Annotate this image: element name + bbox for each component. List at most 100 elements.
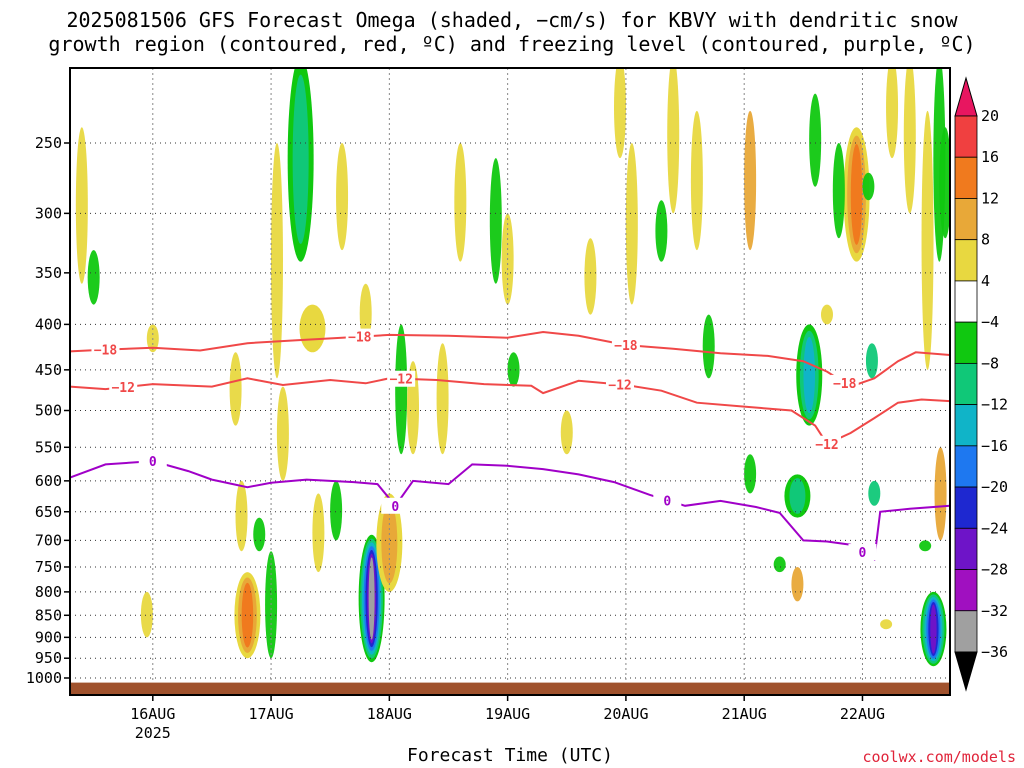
omega-patch-21 (560, 410, 573, 455)
y-tick-label-700: 700 (35, 531, 62, 549)
colorbar-box-3 (954, 239, 978, 282)
contour-label-bg-2-2 (653, 492, 682, 509)
contour-label-bg-1-3 (812, 435, 841, 452)
omega-patch-4 (229, 352, 242, 426)
contour-label-bg-0-0 (91, 341, 120, 358)
colorbar-box-5 (954, 321, 978, 364)
omega-patch-1 (87, 250, 100, 305)
colorbar-label-3: 8 (981, 231, 990, 249)
colorbar-label-6: −8 (981, 354, 999, 372)
omega-patch-24 (584, 238, 597, 315)
omega-patch-32 (791, 566, 804, 602)
omega-patch-41 (934, 447, 947, 541)
omega-patch-33 (809, 93, 822, 187)
y-tick-label-400: 400 (35, 315, 62, 333)
omega-blob-5-layer-2 (803, 337, 816, 413)
colorbar-box-10 (954, 527, 978, 570)
ground-terrain (70, 682, 950, 695)
contour-label-2-1: 0 (391, 500, 399, 515)
contour-label-bg-0-3 (830, 374, 859, 391)
contour-label-1-1: −12 (389, 373, 412, 388)
y-tick-label-600: 600 (35, 472, 62, 490)
omega-patch-17 (454, 143, 467, 262)
colorbar-label-7: −12 (981, 396, 1008, 414)
y-tick-label-550: 550 (35, 438, 62, 456)
omega-blob-4-layer-2 (241, 582, 254, 648)
contour-label-bg-2-0 (138, 453, 167, 470)
x-tick-sublabel-0: 2025 (135, 724, 171, 742)
colorbar-arrow-top (954, 76, 978, 117)
omega-blob-3-layer-1 (381, 502, 398, 584)
contour-label-0-2: −18 (614, 339, 638, 354)
credit-text: coolwx.com/models (862, 748, 1016, 766)
y-tick-label-350: 350 (35, 264, 62, 282)
x-tick-label-0: 16AUG (130, 705, 175, 723)
y-tick-label-800: 800 (35, 583, 62, 601)
colorbar-box-4 (954, 280, 978, 323)
omega-patch-2 (140, 591, 153, 638)
omega-patch-29 (744, 110, 757, 251)
contour-label-1-0: −12 (111, 381, 134, 396)
x-tick-label-4: 20AUG (603, 705, 648, 723)
chart-title-line1: 2025081506 GFS Forecast Omega (shaded, −… (66, 8, 958, 32)
colorbar-box-9 (954, 486, 978, 529)
colorbar-label-4: 4 (981, 272, 990, 290)
omega-patch-28 (702, 314, 715, 379)
colorbar-label-8: −16 (981, 437, 1008, 455)
y-tick-label-650: 650 (35, 503, 62, 521)
omega-patch-46 (919, 540, 932, 552)
colorbar-label-2: 12 (981, 189, 999, 207)
x-tick-label-6: 22AUG (840, 705, 885, 723)
colorbar-box-6 (954, 362, 978, 406)
omega-patch-6 (253, 517, 266, 552)
x-axis-label: Forecast Time (UTC) (407, 745, 613, 766)
colorbar-label-10: −24 (981, 519, 1008, 537)
colorbar-box-7 (954, 404, 978, 447)
omega-patch-16 (436, 343, 449, 455)
omega-patch-25 (655, 200, 668, 262)
y-tick-label-850: 850 (35, 606, 62, 624)
y-tick-label-900: 900 (35, 628, 62, 646)
colorbar-arrow-bottom (954, 651, 978, 692)
terrain-band (70, 682, 950, 695)
colorbar-label-1: 16 (981, 148, 999, 166)
omega-patch-22 (614, 68, 626, 159)
omega-patch-18 (489, 158, 502, 284)
y-tick-label-950: 950 (35, 649, 62, 667)
omega-patch-36 (862, 172, 875, 201)
omega-blob-7-layer-5 (930, 604, 937, 654)
colorbar-label-11: −28 (981, 561, 1008, 579)
y-axis: 250 300 350 400 450 500 550 600 650 700 750 800 850 9… (26, 134, 70, 687)
contour-label-bg-1-0 (109, 379, 138, 396)
x-tick-label-1: 17AUG (248, 705, 293, 723)
contour-label-0-3: −18 (833, 377, 857, 392)
omega-patch-43 (880, 619, 893, 630)
omega-patch-39 (921, 110, 934, 370)
omega-blob-1-layer-0 (299, 304, 326, 353)
omega-patch-38 (903, 68, 916, 214)
omega-patch-35 (832, 143, 845, 239)
omega-blob-8-layer-2 (850, 144, 863, 245)
colorbar-box-8 (954, 445, 978, 488)
colorbar-label-13: −36 (981, 643, 1008, 661)
chart-title: 2025081506 GFS Forecast Omega (shaded, −… (0, 8, 1024, 56)
omega-patch-9 (276, 386, 289, 481)
contour-freezing-2 (70, 460, 950, 561)
omega-patch-37 (886, 68, 899, 159)
y-tick-label-300: 300 (35, 204, 62, 222)
x-tick-label-2: 18AUG (367, 705, 412, 723)
contour-label-2-0: 0 (149, 455, 157, 470)
omega-patch-13 (359, 283, 372, 344)
colorbar-label-0: 20 (981, 107, 999, 125)
omega-patch-11 (330, 480, 343, 541)
contour-label-2-2: 0 (663, 494, 671, 509)
omega-blob-6-layer-1 (789, 478, 806, 514)
contour-label-bg-2-3 (848, 544, 877, 561)
omega-patch-31 (773, 556, 786, 573)
omega-patch-42 (939, 127, 950, 239)
omega-patch-8 (270, 143, 283, 379)
contour-label-bg-0-1 (345, 328, 374, 345)
contour-label-bg-1-1 (387, 370, 416, 387)
